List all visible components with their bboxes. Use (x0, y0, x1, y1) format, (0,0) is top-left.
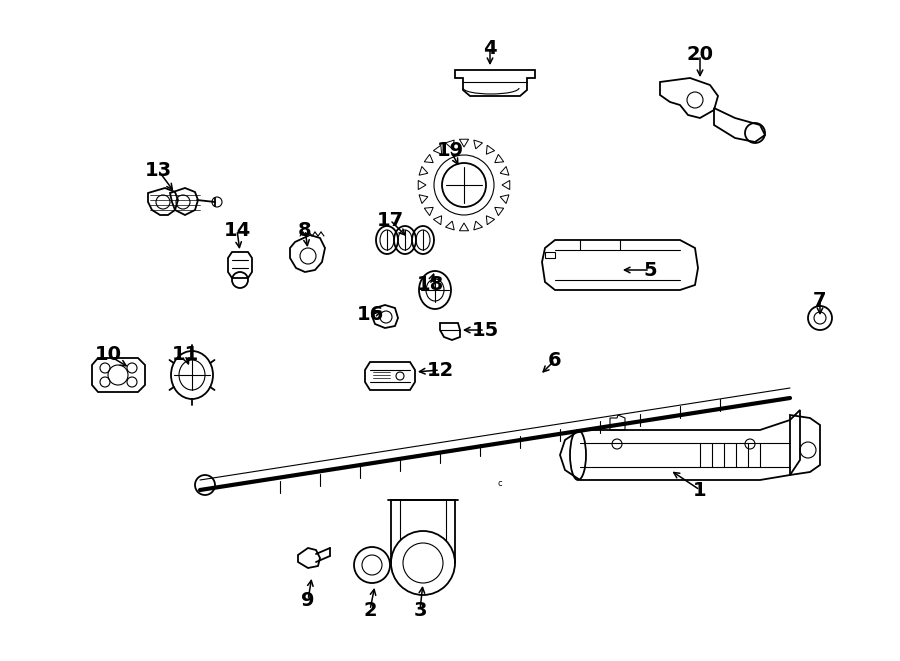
Text: 2: 2 (364, 600, 377, 619)
Text: 9: 9 (302, 590, 315, 609)
Text: 3: 3 (413, 600, 427, 619)
Text: 5: 5 (644, 260, 657, 280)
Text: 1: 1 (693, 481, 706, 500)
Text: 12: 12 (427, 360, 454, 379)
Text: 18: 18 (417, 276, 444, 295)
Text: 11: 11 (171, 346, 199, 364)
Text: 20: 20 (687, 46, 714, 65)
Text: 10: 10 (94, 346, 122, 364)
Text: 4: 4 (483, 38, 497, 58)
Text: 17: 17 (376, 210, 403, 229)
Text: c: c (498, 479, 502, 488)
Text: 19: 19 (436, 141, 464, 159)
Text: 7: 7 (814, 290, 827, 309)
Text: 8: 8 (298, 221, 311, 239)
Text: 6: 6 (548, 350, 562, 369)
Text: 14: 14 (223, 221, 250, 239)
Text: 15: 15 (472, 321, 499, 340)
Text: 16: 16 (356, 305, 383, 325)
Text: 13: 13 (144, 161, 172, 180)
